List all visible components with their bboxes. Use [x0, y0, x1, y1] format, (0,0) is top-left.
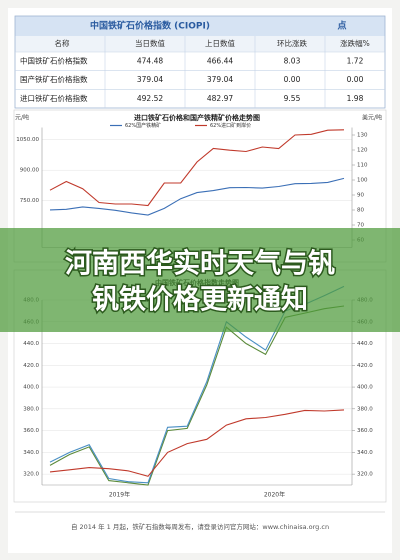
table-cell: 466.44	[207, 57, 233, 66]
series-line	[49, 177, 345, 216]
column-header: 名称	[55, 38, 70, 48]
y2-axis-title: 美元/吨	[362, 114, 382, 122]
y2-tick-label: 380.0	[357, 406, 373, 412]
y-tick-label: 320.0	[23, 472, 39, 478]
y-tick-label: 380.0	[23, 406, 39, 412]
y2-tick-label: 100	[357, 178, 368, 184]
banner-band	[0, 228, 400, 332]
table-border	[14, 15, 386, 109]
row-name: 中国铁矿石价格指数	[20, 56, 88, 66]
table-title-row	[15, 16, 385, 36]
chart-title: 进口铁矿石价格和国产铁精矿价格走势图	[134, 113, 260, 122]
table-cell: 1.72	[347, 57, 364, 66]
table-cell: 379.04	[137, 75, 163, 84]
y2-tick-label: 340.0	[357, 450, 373, 456]
x-group-label: 2020年	[264, 491, 285, 499]
y-tick-label: 420.0	[23, 363, 39, 369]
y2-tick-label: 320.0	[357, 472, 373, 478]
table-cell: 492.52	[137, 94, 163, 103]
x-group-label: 2019年	[109, 491, 130, 499]
y2-tick-label: 130	[357, 133, 368, 139]
y-axis-title: 元/吨	[15, 114, 29, 122]
table-cell: 8.03	[284, 57, 301, 66]
y2-tick-label: 120	[357, 148, 368, 154]
legend-label: 62%进口矿到岸价	[210, 122, 251, 129]
banner-line: 钒铁价格更新通知	[92, 284, 308, 316]
y2-tick-label: 420.0	[357, 363, 373, 369]
table-cell: 379.04	[207, 75, 233, 84]
table-unit: 点	[337, 20, 346, 32]
y2-tick-label: 90	[357, 193, 364, 199]
table-cell: 474.48	[137, 57, 163, 66]
y2-tick-label: 80	[357, 208, 364, 214]
y2-tick-label: 440.0	[357, 341, 373, 347]
y-tick-label: 900.00	[20, 168, 40, 174]
y-tick-label: 400.0	[23, 385, 39, 391]
series-line	[49, 129, 345, 207]
table: 中国铁矿石价格指数 (CIOPI) 点 名称 当日数值 上日数值 环比涨跌 涨跌幅% 中国…	[14, 15, 386, 109]
y-tick-label: 360.0	[23, 428, 39, 434]
banner-line: 河南西华实时天气与钒	[65, 248, 335, 280]
table-cell: 0.00	[347, 75, 364, 84]
y-tick-label: 750.00	[20, 198, 40, 204]
row-name: 国产铁矿石价格指数	[20, 74, 88, 84]
legend-label: 62%国产铁精矿	[125, 122, 161, 129]
footer-text: 自 2014 年 1 月起，铁矿石指数每周发布，请登录访问官方网站：www.ch…	[71, 522, 329, 531]
y2-tick-label: 400.0	[357, 385, 373, 391]
y2-tick-label: 360.0	[357, 428, 373, 434]
table-cell: 482.97	[207, 94, 233, 103]
column-header: 当日数值	[135, 38, 165, 48]
banner: 河南西华实时天气与钒 钒铁价格更新通知	[0, 228, 400, 332]
y-tick-label: 440.0	[23, 341, 39, 347]
column-header: 上日数值	[205, 38, 235, 48]
series-line	[49, 409, 345, 477]
table-title: 中国铁矿石价格指数 (CIOPI)	[90, 20, 210, 32]
row-name: 进口铁矿石价格指数	[20, 93, 88, 103]
table-header-row	[15, 36, 385, 52]
table-cell: 1.98	[347, 94, 364, 103]
y-tick-label: 340.0	[23, 450, 39, 456]
column-header: 环比涨跌	[277, 38, 307, 48]
y2-tick-label: 110	[357, 163, 368, 169]
y-tick-label: 1050.00	[16, 137, 39, 143]
table-cell: 9.55	[284, 94, 301, 103]
y2-tick-label: 70	[357, 223, 364, 229]
column-header: 涨跌幅%	[340, 38, 370, 48]
table-cell: 0.00	[284, 75, 301, 84]
